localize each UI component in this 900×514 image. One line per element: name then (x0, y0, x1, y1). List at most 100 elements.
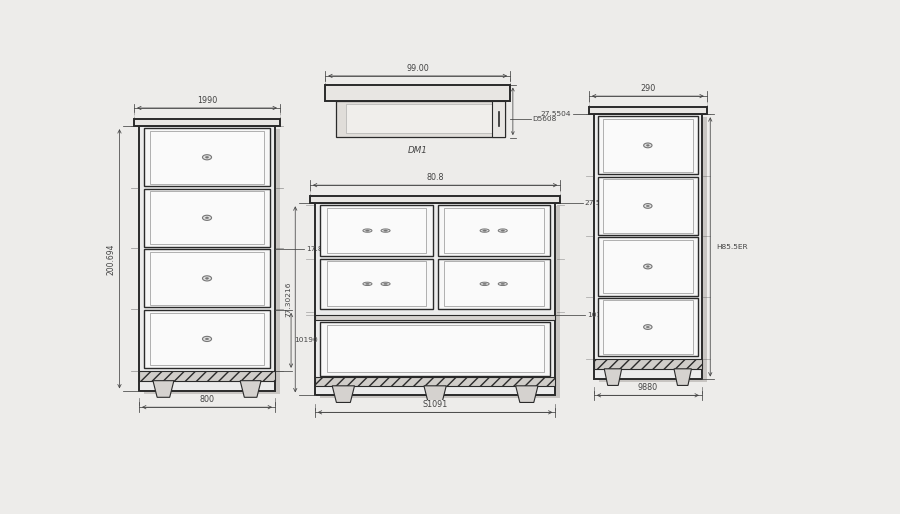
Bar (139, 126, 275, 391)
Bar (320, 259, 433, 309)
Ellipse shape (480, 282, 490, 286)
Text: 77.30216: 77.30216 (286, 282, 292, 317)
Circle shape (646, 144, 649, 146)
Text: 290: 290 (640, 84, 655, 93)
Text: 17.8808: 17.8808 (306, 246, 338, 252)
Text: 27.5504: 27.5504 (540, 112, 571, 117)
Bar (594, 114, 702, 379)
Ellipse shape (482, 230, 486, 231)
Bar (144, 189, 270, 247)
Bar (327, 262, 427, 306)
Bar (150, 131, 264, 183)
Text: 1990: 1990 (197, 96, 217, 105)
Text: 505: 505 (411, 108, 427, 118)
Text: 9880: 9880 (638, 383, 658, 392)
Bar (598, 298, 698, 356)
Bar (598, 117, 706, 382)
Bar (336, 101, 505, 137)
Bar (320, 206, 561, 398)
Ellipse shape (499, 229, 508, 232)
Circle shape (644, 325, 652, 329)
Polygon shape (516, 386, 538, 402)
Bar (346, 104, 498, 133)
Text: 27.5801: 27.5801 (585, 200, 616, 206)
Bar (437, 259, 550, 309)
Text: 200.694: 200.694 (107, 243, 116, 274)
Ellipse shape (363, 229, 372, 232)
Bar (315, 204, 555, 395)
Ellipse shape (480, 229, 490, 232)
Text: 99.00: 99.00 (406, 64, 429, 73)
Bar (603, 119, 693, 172)
Ellipse shape (365, 230, 369, 231)
Bar (444, 208, 544, 253)
Bar (315, 315, 555, 320)
Bar (603, 240, 693, 293)
Circle shape (205, 278, 209, 279)
Bar (603, 300, 693, 354)
Circle shape (646, 205, 649, 207)
Ellipse shape (383, 230, 387, 231)
Ellipse shape (501, 230, 505, 231)
Bar (603, 179, 693, 233)
Polygon shape (424, 386, 446, 402)
Bar (320, 206, 433, 256)
Bar (144, 129, 280, 394)
Bar (492, 101, 505, 137)
Bar (598, 177, 698, 235)
Bar (598, 116, 698, 174)
Bar (598, 237, 698, 296)
Bar (144, 128, 270, 187)
Polygon shape (604, 369, 622, 386)
Circle shape (205, 338, 209, 340)
Text: S1091: S1091 (422, 400, 447, 409)
Bar (320, 322, 550, 376)
Bar (327, 325, 544, 372)
Bar (315, 377, 555, 386)
Bar (144, 249, 270, 307)
Bar (150, 313, 264, 365)
Bar (327, 208, 427, 253)
Bar (150, 252, 264, 305)
Circle shape (202, 155, 211, 160)
Bar (444, 262, 544, 306)
Text: DM1: DM1 (408, 146, 427, 155)
Circle shape (202, 215, 211, 221)
Circle shape (644, 143, 652, 148)
Circle shape (205, 156, 209, 158)
Circle shape (202, 276, 211, 281)
Bar (589, 107, 706, 114)
Circle shape (644, 204, 652, 208)
Ellipse shape (363, 282, 372, 286)
Text: 80.8: 80.8 (427, 173, 444, 182)
Polygon shape (674, 369, 691, 386)
Bar (437, 206, 550, 256)
Ellipse shape (482, 283, 486, 285)
Polygon shape (240, 381, 261, 397)
Ellipse shape (365, 283, 369, 285)
Polygon shape (332, 386, 355, 402)
Polygon shape (153, 381, 174, 397)
Text: 10190: 10190 (293, 337, 318, 343)
Bar (310, 196, 561, 204)
Circle shape (646, 326, 649, 328)
Circle shape (646, 266, 649, 267)
Text: H85.5ER: H85.5ER (716, 244, 748, 250)
Circle shape (644, 264, 652, 269)
Bar (150, 192, 264, 244)
Circle shape (205, 217, 209, 219)
Ellipse shape (499, 282, 508, 286)
Ellipse shape (381, 282, 390, 286)
Bar (139, 371, 275, 381)
Ellipse shape (381, 229, 390, 232)
Bar (325, 85, 510, 101)
Text: 10160H: 10160H (587, 311, 616, 318)
Ellipse shape (383, 283, 387, 285)
Circle shape (202, 336, 211, 341)
Bar (594, 359, 702, 369)
Ellipse shape (501, 283, 505, 285)
Text: D5608: D5608 (533, 116, 557, 122)
Text: 800: 800 (200, 395, 214, 404)
Bar (144, 310, 270, 368)
Bar (134, 119, 280, 126)
